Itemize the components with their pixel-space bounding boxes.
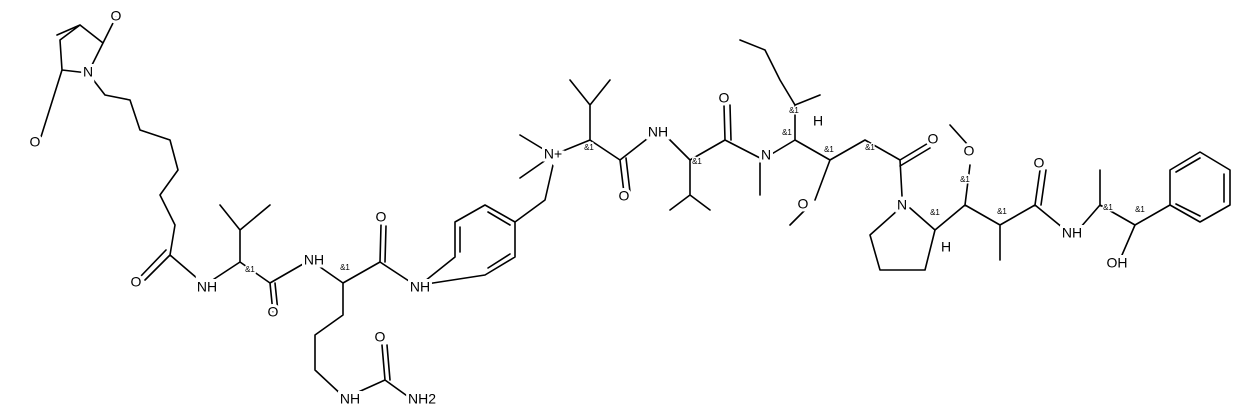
atom-label: O	[964, 143, 975, 159]
atom-label: O	[376, 209, 387, 225]
atom-label: O	[375, 329, 386, 345]
atom-label: O	[30, 134, 41, 150]
stereo-labels: &1 &1 &1 &1 &1 &1 &1 &1 &1 &1 &1 &1 &1	[244, 105, 1147, 276]
atom-label: OH	[1107, 255, 1128, 271]
stereo-label: &1	[960, 175, 970, 184]
stereo-label: &1	[824, 145, 834, 154]
stereo-label: &1	[245, 265, 255, 274]
atom-labels: O N O O NH NH O O NH NH O NH2 N+ O NH O …	[27, 5, 1131, 410]
atom-label: O	[111, 8, 122, 24]
stereo-label: &1	[865, 143, 875, 152]
atom-label: NH	[648, 124, 668, 140]
stereo-label: &1	[782, 128, 792, 137]
stereo-label: &1	[997, 207, 1007, 216]
atom-label: H	[941, 239, 951, 255]
atom-label: O	[619, 188, 630, 204]
atom-label: N	[897, 197, 907, 213]
atom-label: N	[761, 147, 771, 163]
stereo-label: &1	[692, 157, 702, 166]
atom-label: O	[798, 196, 809, 212]
atom-label: NH	[410, 279, 430, 295]
bonds	[39, 16, 1231, 399]
stereo-label: &1	[584, 143, 594, 152]
atom-label: NH	[304, 252, 324, 268]
atom-label: NH	[340, 391, 360, 407]
atom-label: H	[813, 113, 823, 129]
stereo-label: &1	[340, 263, 350, 272]
atom-label: N+	[544, 146, 562, 162]
stereo-label: &1	[930, 208, 940, 217]
stereo-label: &1	[1135, 205, 1145, 214]
atom-label: NH2	[408, 391, 436, 407]
atom-label: O	[1034, 155, 1045, 171]
bond-skeleton	[39, 16, 1231, 399]
atom-label: NH	[1062, 225, 1082, 241]
stereo-label: &1	[789, 106, 799, 115]
atom-label: O	[719, 90, 730, 106]
atom-label: O	[268, 304, 279, 320]
atom-label: N	[83, 64, 93, 80]
atom-label: O	[928, 131, 939, 147]
atom-label: O	[131, 274, 142, 290]
atom-label: NH	[197, 279, 217, 295]
stereo-label: &1	[1103, 203, 1113, 212]
